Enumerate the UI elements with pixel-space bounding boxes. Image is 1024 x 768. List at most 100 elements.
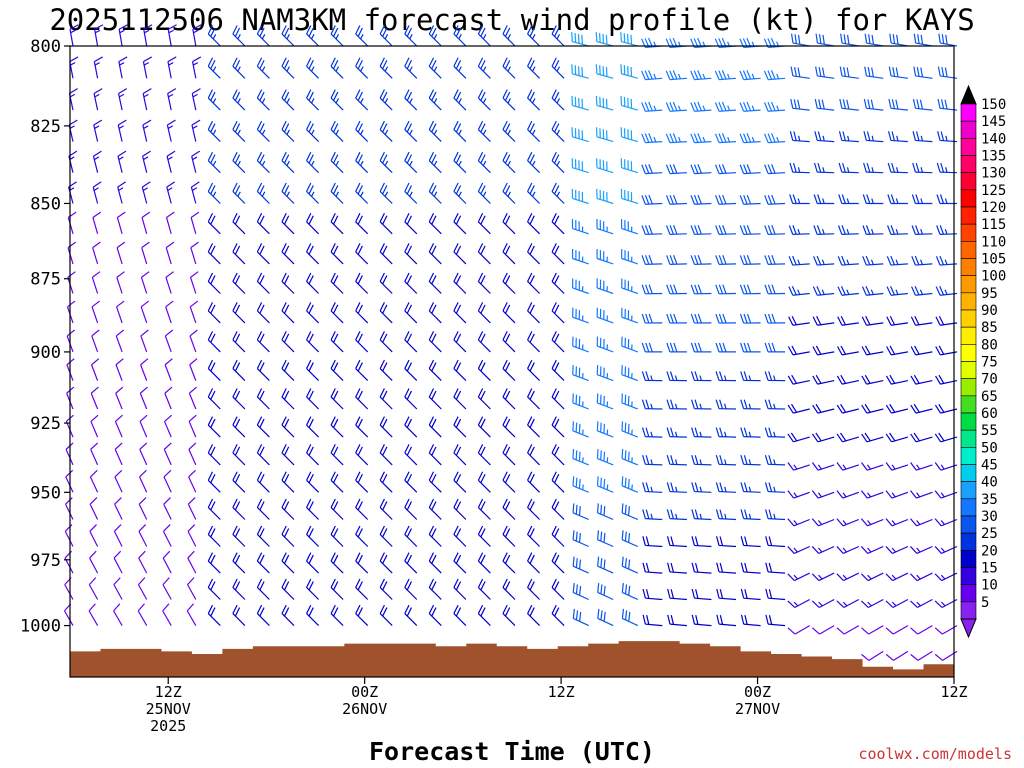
wind-barb	[167, 88, 177, 111]
wind-barb	[551, 444, 565, 466]
wind-barb	[165, 300, 174, 324]
wind-barb	[814, 98, 835, 111]
wind-barb	[787, 345, 810, 356]
wind-barb	[232, 25, 246, 47]
wind-barb	[666, 427, 687, 438]
wind-barb	[690, 225, 712, 235]
wind-barb	[306, 57, 320, 79]
wind-barb	[207, 498, 221, 520]
wind-barb	[232, 359, 246, 382]
wind-barb	[162, 550, 172, 574]
wind-barb	[836, 598, 860, 609]
wind-barb	[256, 578, 270, 600]
wind-barb	[715, 371, 737, 382]
wind-barb	[837, 255, 859, 266]
terrain-fill	[70, 641, 954, 677]
wind-barb	[232, 498, 246, 520]
wind-barb	[836, 403, 859, 414]
wind-barb	[91, 329, 100, 353]
wind-barb	[527, 525, 541, 547]
wind-barb	[477, 471, 491, 493]
wind-barb	[88, 577, 99, 600]
wind-barb	[330, 57, 344, 79]
colorbar-top-arrow	[960, 84, 977, 105]
wind-barb	[232, 151, 246, 174]
wind-barb	[551, 525, 565, 547]
colorbar-label: 80	[981, 337, 998, 353]
wind-barb	[910, 650, 933, 661]
wind-barb	[306, 444, 320, 466]
wind-barb	[404, 578, 418, 600]
wind-barb	[811, 598, 835, 609]
wind-barb	[355, 498, 369, 520]
colorbar-swatch	[960, 223, 977, 242]
wind-barb	[788, 316, 810, 326]
wind-barb	[527, 604, 541, 627]
colorbar: 1501451401351301251201151101051009590858…	[960, 84, 1006, 639]
wind-barb	[330, 89, 344, 111]
wind-barb	[379, 331, 393, 353]
wind-barb	[885, 625, 909, 635]
wind-barb	[910, 432, 933, 443]
wind-barb	[595, 64, 614, 79]
wind-barb	[551, 498, 565, 520]
wind-barb	[787, 462, 810, 471]
wind-barb	[596, 476, 614, 493]
wind-barb	[666, 399, 687, 410]
wind-barb	[739, 194, 761, 205]
wind-barb	[596, 421, 614, 438]
wind-barb	[306, 272, 320, 294]
wind-barb	[138, 524, 148, 547]
wind-barb	[89, 550, 99, 574]
wind-barb	[140, 329, 149, 353]
colorbar-label: 150	[981, 97, 1006, 113]
wind-barb	[527, 578, 541, 600]
terrain-surface	[70, 641, 954, 677]
wind-barb	[428, 604, 442, 627]
x-tick-label: 12Z	[548, 683, 575, 701]
wind-barb	[551, 25, 565, 47]
wind-barb	[502, 604, 516, 627]
wind-barb	[642, 482, 663, 493]
wind-barb	[207, 213, 221, 235]
wind-barb	[453, 525, 467, 547]
wind-barb	[330, 444, 344, 466]
plot-frame	[69, 45, 955, 678]
wind-barb	[527, 498, 541, 520]
wind-barb	[642, 536, 663, 548]
wind-barb	[207, 331, 221, 353]
colorbar-swatch	[960, 326, 977, 345]
wind-barb	[788, 225, 810, 235]
wind-barb	[355, 552, 369, 574]
wind-barb	[739, 255, 761, 265]
wind-barb	[861, 374, 884, 385]
wind-barb	[641, 399, 663, 410]
wind-barb	[811, 432, 835, 443]
wind-barb	[256, 57, 270, 79]
wind-barb	[502, 25, 516, 47]
wind-barb	[787, 374, 810, 385]
wind-barb	[453, 182, 467, 204]
wind-barb	[502, 471, 516, 493]
wind-barb	[355, 471, 369, 493]
wind-barb	[404, 89, 418, 111]
colorbar-label: 130	[981, 166, 1006, 182]
wind-barb	[207, 359, 221, 382]
wind-barb	[666, 562, 687, 574]
wind-barb	[502, 498, 516, 520]
wind-barb	[90, 358, 100, 381]
wind-barb	[330, 416, 344, 438]
wind-barb	[66, 386, 75, 410]
wind-barb	[502, 57, 516, 79]
wind-barb	[861, 316, 884, 326]
wind-barb	[281, 272, 295, 294]
wind-barb	[187, 497, 197, 520]
wind-barb	[93, 56, 103, 79]
wind-barb	[666, 371, 687, 382]
wind-barb	[527, 416, 541, 438]
wind-barb	[715, 313, 737, 324]
wind-barb	[281, 498, 295, 520]
wind-barb	[740, 455, 761, 466]
wind-barb	[551, 331, 565, 353]
wind-barb	[115, 386, 124, 410]
